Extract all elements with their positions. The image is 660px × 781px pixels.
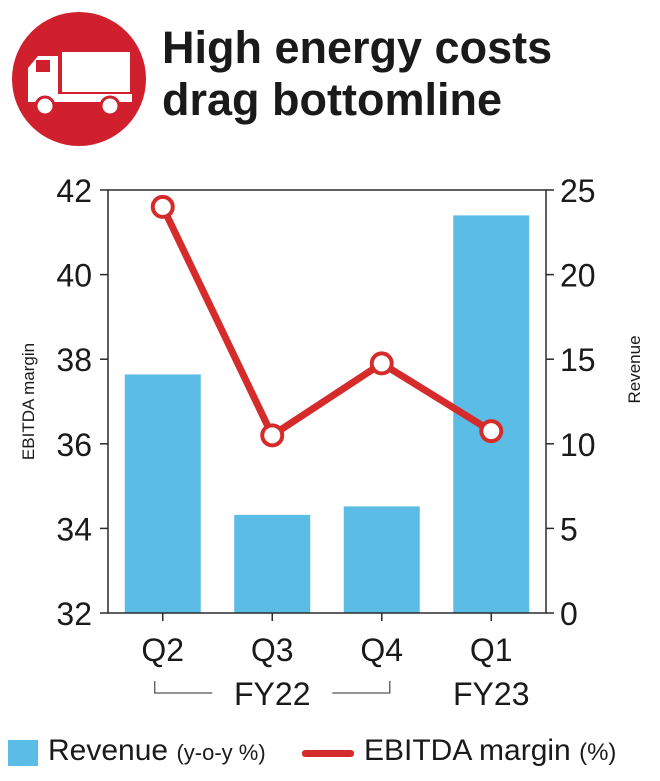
legend: Revenue (y-o-y %) EBITDA margin (%) bbox=[0, 720, 660, 770]
truck-icon bbox=[12, 12, 146, 146]
group-label-fy23: FY23 bbox=[453, 676, 529, 712]
x-tick-label: Q3 bbox=[251, 632, 294, 668]
title-line-1: High energy costs bbox=[162, 22, 553, 73]
point-ebitda bbox=[260, 423, 285, 448]
bar-revenue bbox=[124, 374, 201, 613]
legend-revenue-swatch bbox=[8, 740, 38, 766]
point-ebitda bbox=[369, 351, 394, 376]
left-tick-label: 32 bbox=[56, 596, 92, 632]
left-tick-label: 34 bbox=[56, 511, 92, 547]
line-ebitda bbox=[159, 203, 495, 439]
right-tick-label: 25 bbox=[560, 173, 596, 209]
legend-ebitda-name: EBITDA margin bbox=[364, 734, 571, 767]
left-tick-label: 36 bbox=[56, 427, 92, 463]
legend-revenue-suffix: (y-o-y %) bbox=[176, 740, 266, 765]
point-ebitda bbox=[150, 194, 175, 219]
legend-revenue-label: Revenue (y-o-y %) bbox=[48, 734, 266, 768]
legend-revenue-name: Revenue bbox=[48, 734, 169, 767]
right-tick-label: 5 bbox=[560, 511, 578, 547]
chart: 32 34 36 38 40 42 0 5 10 15 20 25 EBITDA margin Reven… bbox=[19, 173, 644, 712]
point-ebitda bbox=[479, 419, 504, 444]
legend-ebitda-swatch bbox=[302, 750, 354, 757]
header: High energy costs drag bottomline bbox=[0, 0, 660, 160]
left-tick-label: 42 bbox=[56, 173, 92, 209]
right-tick-label: 15 bbox=[560, 342, 596, 378]
x-tick-label: Q4 bbox=[360, 632, 403, 668]
x-tick-label: Q1 bbox=[470, 632, 513, 668]
group-bracket-left bbox=[154, 681, 213, 694]
right-tick-label: 20 bbox=[560, 258, 596, 294]
legend-ebitda-label: EBITDA margin (%) bbox=[364, 734, 616, 768]
left-axis-label: EBITDA margin bbox=[19, 343, 38, 460]
bar-revenue bbox=[343, 506, 420, 613]
title-line-2: drag bottomline bbox=[162, 74, 502, 125]
right-tick-label: 0 bbox=[560, 596, 578, 632]
group-label-fy22: FY22 bbox=[234, 676, 310, 712]
plot-frame bbox=[107, 189, 547, 614]
left-tick-label: 40 bbox=[56, 258, 92, 294]
chart-title: High energy costs drag bottomline bbox=[162, 22, 642, 126]
right-tick-label: 10 bbox=[560, 427, 596, 463]
legend-ebitda-suffix: (%) bbox=[579, 739, 617, 766]
right-axis-label: Revenue bbox=[625, 335, 644, 403]
left-tick-label: 38 bbox=[56, 342, 92, 378]
group-bracket-right bbox=[332, 681, 391, 694]
bar-revenue bbox=[234, 514, 311, 613]
x-tick-label: Q2 bbox=[141, 632, 184, 668]
